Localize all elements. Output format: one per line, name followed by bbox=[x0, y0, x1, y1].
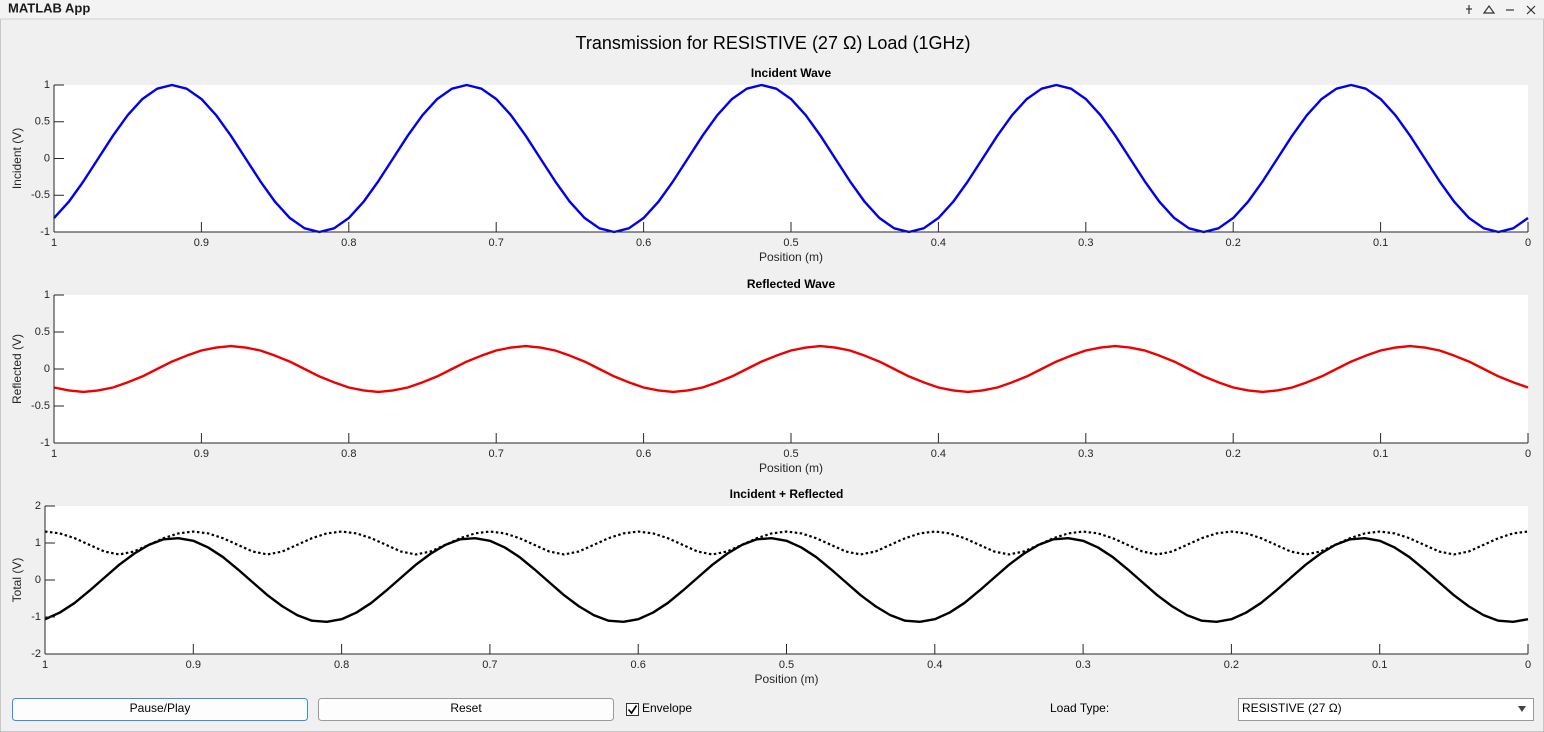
y-axis-label: Reflected (V) bbox=[10, 334, 24, 404]
data-line bbox=[53, 344, 1529, 394]
data-line bbox=[44, 530, 1529, 556]
x-axis-label: Position (m) bbox=[759, 250, 823, 264]
x-tick-label: 0.2 bbox=[1224, 659, 1239, 671]
x-tick-label: 0.7 bbox=[489, 237, 504, 249]
y-tick-label: 0 bbox=[44, 152, 50, 164]
y-tick-label: 0 bbox=[35, 574, 41, 586]
reset-button[interactable]: Reset bbox=[318, 698, 614, 721]
x-tick-label: 0.1 bbox=[1373, 237, 1388, 249]
x-axis-label: Position (m) bbox=[759, 461, 823, 475]
checkbox-box[interactable] bbox=[626, 703, 639, 716]
x-tick-label: 0.9 bbox=[186, 659, 201, 671]
plot-area bbox=[45, 506, 1528, 654]
y-tick-label: -0.5 bbox=[31, 400, 50, 412]
data-line bbox=[53, 83, 1529, 234]
window-controls bbox=[1466, 4, 1536, 15]
load-type-label: Load Type: bbox=[1050, 701, 1109, 715]
dropdown-arrow[interactable] bbox=[1518, 706, 1526, 712]
x-axis-label: Position (m) bbox=[754, 672, 818, 686]
x-tick-label: 0.4 bbox=[927, 659, 942, 671]
y-tick-label: 0.5 bbox=[35, 116, 50, 128]
undock-button[interactable] bbox=[1482, 4, 1496, 14]
pin-button[interactable] bbox=[1466, 5, 1472, 14]
envelope-checkbox[interactable]: Envelope bbox=[626, 701, 693, 716]
y-tick-label: 2 bbox=[35, 500, 41, 512]
x-tick-label: 0.3 bbox=[1075, 659, 1090, 671]
window-title: MATLAB App bbox=[8, 0, 90, 15]
x-tick-label: 0.1 bbox=[1373, 448, 1388, 460]
reset-button-label[interactable]: Reset bbox=[450, 701, 482, 715]
x-tick-label: 0.2 bbox=[1226, 448, 1241, 460]
y-tick-label: 1 bbox=[35, 537, 41, 549]
chart: Incident Wave Position (m) Incident (V) 1 0.… bbox=[10, 66, 1531, 264]
data-line bbox=[44, 536, 1529, 624]
y-tick-label: -1 bbox=[31, 611, 41, 623]
y-axis-label: Total (V) bbox=[10, 558, 24, 603]
x-tick-label: 0.8 bbox=[341, 237, 356, 249]
x-tick-label: 0 bbox=[1525, 448, 1531, 460]
x-tick-label: 0.5 bbox=[783, 448, 798, 460]
x-tick-label: 0.4 bbox=[931, 237, 946, 249]
x-tick-label: 0.5 bbox=[779, 659, 794, 671]
x-tick-label: 0 bbox=[1525, 237, 1531, 249]
x-tick-label: 0.2 bbox=[1226, 237, 1241, 249]
charts: Incident Wave Position (m) Incident (V) 1 0.… bbox=[10, 66, 1531, 686]
axes-title: Reflected Wave bbox=[747, 277, 836, 291]
pause-button-label[interactable]: Pause/Play bbox=[130, 701, 191, 715]
checkbox-check bbox=[627, 705, 638, 715]
x-tick-label: 0.6 bbox=[636, 448, 651, 460]
x-tick-label: 0.4 bbox=[931, 448, 946, 460]
x-tick-label: 0.3 bbox=[1078, 448, 1093, 460]
x-tick-label: 1 bbox=[42, 659, 48, 671]
x-tick-label: 0.8 bbox=[341, 448, 356, 460]
close-button[interactable] bbox=[1526, 5, 1536, 15]
pause-button[interactable]: Pause/Play bbox=[12, 698, 308, 721]
y-axis-label: Incident (V) bbox=[10, 128, 24, 189]
y-tick-label: 1 bbox=[44, 79, 50, 91]
dropdown-value[interactable]: RESISTIVE (27 Ω) bbox=[1242, 701, 1342, 715]
x-tick-label: 0.6 bbox=[631, 659, 646, 671]
reset-button-frame[interactable] bbox=[318, 698, 614, 721]
plot-area bbox=[54, 295, 1528, 443]
y-tick-label: -0.5 bbox=[31, 189, 50, 201]
y-tick-label: 1 bbox=[44, 289, 50, 301]
x-tick-label: 0.9 bbox=[194, 237, 209, 249]
app-title: Transmission for RESISTIVE (27 Ω) Load (… bbox=[576, 33, 971, 53]
axes-title: Incident + Reflected bbox=[730, 487, 844, 501]
x-tick-label: 0.9 bbox=[194, 448, 209, 460]
x-tick-label: 0.6 bbox=[636, 237, 651, 249]
y-tick-label: -2 bbox=[31, 648, 41, 660]
x-tick-label: 0.3 bbox=[1078, 237, 1093, 249]
x-tick-label: 0.7 bbox=[482, 659, 497, 671]
x-tick-label: 1 bbox=[51, 237, 57, 249]
load-type-dropdown[interactable]: RESISTIVE (27 Ω) bbox=[1238, 698, 1534, 721]
y-tick-label: 0.5 bbox=[35, 326, 50, 338]
x-tick-label: 0.8 bbox=[334, 659, 349, 671]
y-tick-label: -1 bbox=[40, 437, 50, 449]
checkbox-label[interactable]: Envelope bbox=[642, 701, 692, 715]
axes-title: Incident Wave bbox=[751, 66, 832, 80]
chart: Reflected Wave Position (m) Reflected (V) 1… bbox=[10, 277, 1531, 475]
x-tick-label: 0.5 bbox=[783, 237, 798, 249]
plot-area bbox=[54, 85, 1528, 232]
x-tick-label: 1 bbox=[51, 448, 57, 460]
y-tick-label: 0 bbox=[44, 363, 50, 375]
chart: Incident + Reflected Position (m) Total (V… bbox=[10, 487, 1531, 686]
x-tick-label: 0.7 bbox=[489, 448, 504, 460]
y-tick-label: -1 bbox=[40, 226, 50, 238]
x-tick-label: 0 bbox=[1525, 659, 1531, 671]
pause-button-frame[interactable] bbox=[12, 698, 308, 721]
x-tick-label: 0.1 bbox=[1372, 659, 1387, 671]
title-bar bbox=[0, 0, 1544, 19]
dropdown-frame[interactable] bbox=[1238, 698, 1534, 721]
